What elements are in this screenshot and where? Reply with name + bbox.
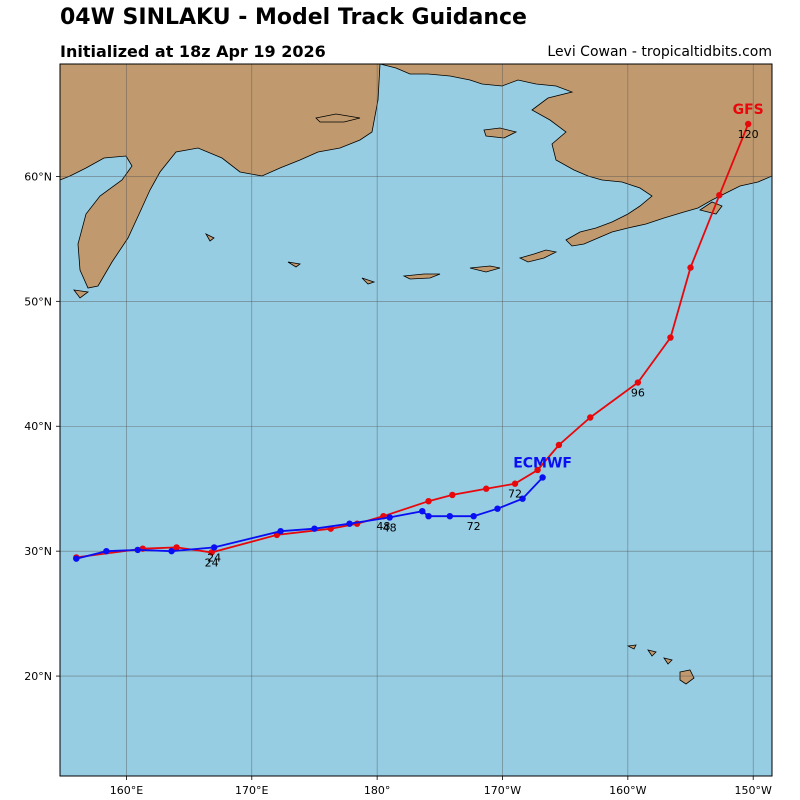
land-island-north bbox=[483, 127, 518, 139]
land-alaska-pen bbox=[699, 201, 723, 215]
ecmwf-track-point bbox=[425, 512, 432, 520]
lon-tick-label: 170°E bbox=[235, 784, 268, 797]
land-aleutian-2 bbox=[469, 265, 501, 273]
ecmwf-hour-label: 48 bbox=[383, 521, 397, 534]
ecmwf-track-point bbox=[103, 547, 110, 555]
ecmwf-track-point bbox=[168, 547, 175, 555]
lon-tick-label: 160°E bbox=[110, 784, 143, 797]
ecmwf-hour-label: 72 bbox=[467, 520, 481, 533]
ecmwf-track-point bbox=[519, 495, 526, 502]
map-frame bbox=[59, 63, 773, 777]
lon-tick-label: 170°W bbox=[484, 784, 521, 797]
land-sakhalin-tip bbox=[73, 289, 90, 299]
hour-labels: GFS 24 48 72 96 120 ECMWF 24 48 72 bbox=[205, 102, 764, 569]
credit-text: Levi Cowan - tropicaltidbits.com bbox=[547, 44, 772, 60]
gfs-hour-label: 120 bbox=[738, 128, 759, 141]
lat-tick-label: 60°N bbox=[24, 170, 52, 183]
land-hawaii-big bbox=[679, 669, 695, 685]
ecmwf-track-point bbox=[210, 544, 218, 551]
gfs-track-point bbox=[667, 334, 674, 341]
ecmwf-track-point bbox=[446, 512, 454, 520]
land-masses bbox=[60, 64, 772, 685]
ecmwf-model-label: ECMWF bbox=[513, 455, 572, 471]
gfs-track-point bbox=[173, 544, 180, 551]
ecmwf-track-point bbox=[494, 505, 501, 512]
land-hawaii-kauai bbox=[626, 644, 637, 650]
chart-subtitle: Initialized at 18z Apr 19 2026 bbox=[60, 42, 326, 61]
gfs-track-point bbox=[208, 549, 215, 556]
gfs-track-line bbox=[76, 123, 750, 559]
lat-tick-label: 40°N bbox=[24, 420, 52, 433]
ecmwf-track-point bbox=[134, 546, 141, 554]
gfs-track-point bbox=[587, 414, 594, 421]
gfs-track-point bbox=[716, 191, 723, 199]
lon-tick-label: 180° bbox=[364, 784, 391, 797]
land-aleutian-3 bbox=[402, 273, 441, 280]
land-commander-2 bbox=[204, 233, 215, 242]
land-aleutian-4 bbox=[361, 277, 376, 285]
gfs-hour-label: 24 bbox=[205, 556, 219, 569]
ecmwf-track-point bbox=[346, 520, 353, 527]
gfs-track-point bbox=[687, 264, 694, 271]
ecmwf-track-point bbox=[73, 555, 80, 562]
land-commander-1 bbox=[287, 261, 301, 268]
gfs-track-point bbox=[555, 441, 563, 449]
model-tracks bbox=[73, 120, 752, 562]
graticule bbox=[60, 64, 772, 776]
gfs-hour-label: 72 bbox=[508, 488, 522, 501]
gfs-track-point bbox=[449, 491, 456, 499]
axis-ticks: 160°E 170°E 180° 170°W 160°W 150°W 20°N 30°N 40°… bbox=[24, 170, 772, 797]
lon-tick-label: 160°W bbox=[609, 784, 646, 797]
land-kamchatka bbox=[60, 64, 381, 289]
gfs-hour-label: 48 bbox=[376, 520, 390, 533]
ecmwf-track-line bbox=[76, 476, 544, 560]
gfs-model-label: GFS bbox=[733, 102, 764, 118]
gfs-track-point bbox=[511, 480, 519, 487]
land-hawaii-maui bbox=[663, 657, 673, 665]
land-island-north-2 bbox=[315, 113, 361, 123]
ecmwf-track-point bbox=[419, 507, 426, 515]
lat-tick-label: 30°N bbox=[24, 545, 52, 558]
ecmwf-track-point bbox=[277, 527, 284, 535]
land-alaska bbox=[379, 64, 772, 247]
ecmwf-track-point bbox=[386, 514, 393, 521]
gfs-hour-label: 96 bbox=[631, 387, 645, 400]
lon-tick-label: 150°W bbox=[735, 784, 772, 797]
gfs-track-point bbox=[425, 497, 432, 505]
gfs-track-point bbox=[744, 120, 752, 128]
gfs-track-point bbox=[482, 485, 490, 492]
chart-title: 04W SINLAKU - Model Track Guidance bbox=[60, 5, 527, 30]
gfs-track-point bbox=[534, 466, 541, 474]
ecmwf-track-point bbox=[470, 512, 477, 520]
lat-tick-label: 50°N bbox=[24, 295, 52, 308]
ecmwf-hour-label: 24 bbox=[207, 551, 221, 564]
land-aleutian-1 bbox=[518, 249, 558, 263]
ecmwf-track-point bbox=[311, 525, 318, 532]
gfs-track-point bbox=[634, 379, 642, 386]
lat-tick-label: 20°N bbox=[24, 670, 52, 683]
land-hawaii-oahu bbox=[647, 649, 657, 657]
ecmwf-track-point bbox=[539, 474, 546, 481]
